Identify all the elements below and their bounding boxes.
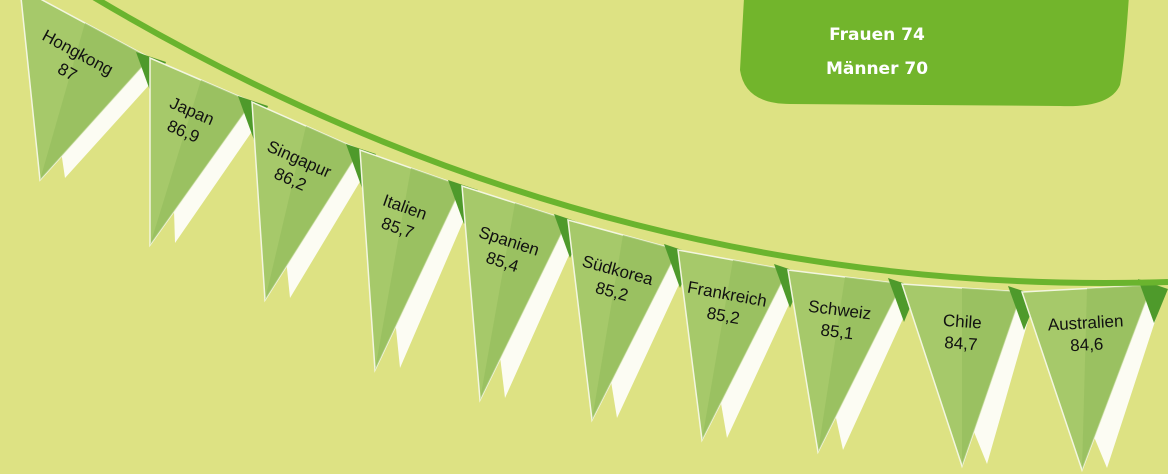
joint: [1138, 279, 1168, 323]
pennant-shade: [265, 126, 360, 300]
box-line: Männer 70: [826, 59, 928, 79]
pennant-shade: [962, 288, 1022, 466]
pennant-shade: [480, 203, 568, 400]
string: [92, 0, 1168, 286]
pennant-shade: [818, 277, 902, 452]
country: Chile: [942, 311, 982, 333]
country: Australien: [1047, 311, 1124, 334]
pennant-shade: [592, 235, 678, 420]
pennant-shade: [40, 23, 150, 180]
value: 85,1: [819, 320, 854, 343]
box-line: Frauen 74: [829, 25, 925, 45]
pennant-shade: [150, 80, 252, 245]
pennant-shade: [375, 168, 462, 370]
value: 84,7: [944, 333, 978, 354]
bunting: Hongkong87Japan86,9Singapur86,2Italien85…: [20, 0, 1168, 473]
value: 84,6: [1070, 335, 1104, 356]
info-box: [740, 0, 1129, 107]
pennant-shade: [702, 260, 788, 440]
pennant-shade: [1082, 285, 1152, 470]
